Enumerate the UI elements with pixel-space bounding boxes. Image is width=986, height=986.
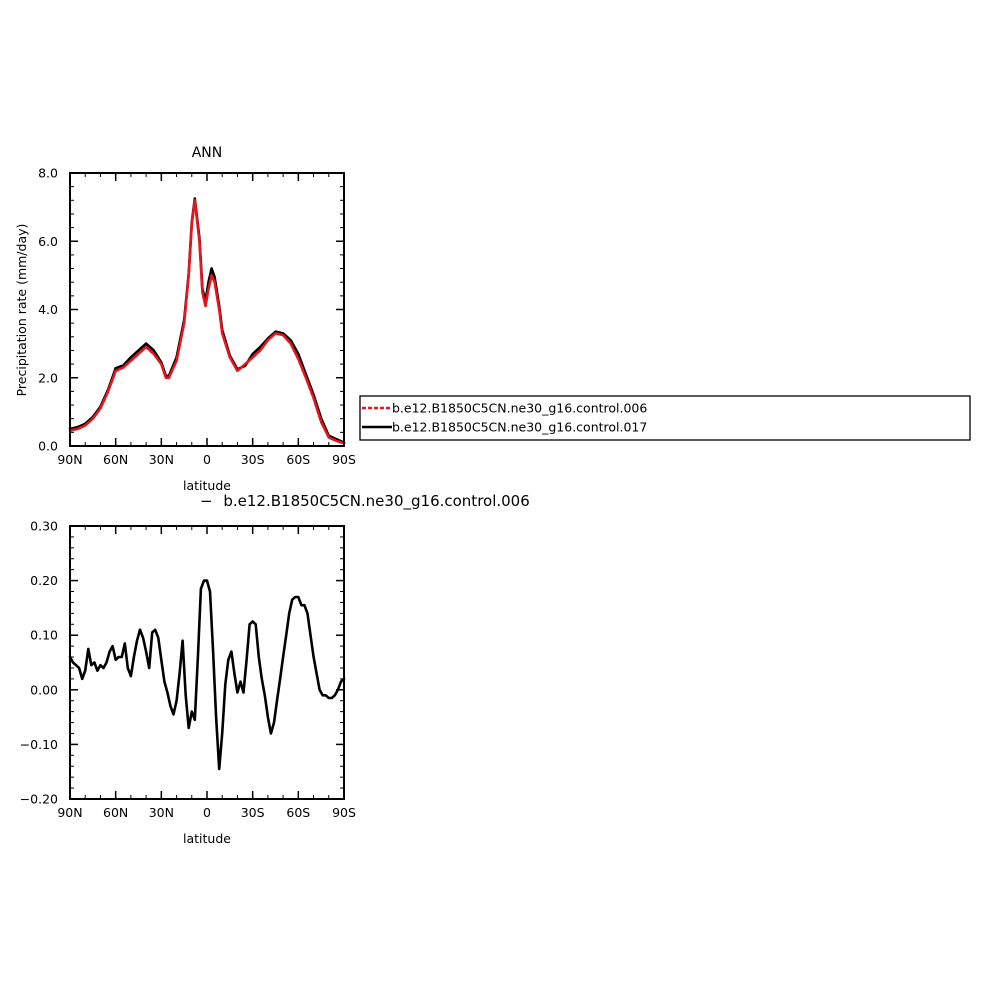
x-tick-label: 60S: [286, 452, 310, 467]
x-tick-label: 90N: [57, 805, 82, 820]
y-tick-label: 0.0: [38, 439, 58, 454]
plot-frame: [69, 172, 345, 447]
y-tick-label: 0.00: [30, 682, 58, 697]
series-line: [68, 197, 346, 444]
x-tick-label: 60S: [286, 805, 310, 820]
y-tick-label: 0.30: [30, 519, 58, 534]
y-axis-label: Precipitation rate (mm/day): [0, 576, 14, 749]
x-tick-label: 0: [203, 805, 211, 820]
precip-panel: ANN 90N 60N 30N 0 30S 60S 90S 0.0 2.0 4.0 6.0 8.0 l…: [14, 145, 356, 493]
x-tick-label: 0: [203, 452, 211, 467]
x-tick-label: 60N: [103, 452, 128, 467]
legend-label-017: b.e12.B1850C5CN.ne30_g16.control.017: [392, 420, 647, 435]
plot-area: 90N 60N 30N 0 30S 60S 90S 0.0 2.0 4.0 6.0 8.0: [38, 166, 356, 468]
y-tick-label: −0.20: [20, 792, 58, 807]
x-axis-label: latitude: [183, 831, 231, 846]
legend-box: [359, 395, 971, 441]
difference-panel: − b.e12.B1850C5CN.ne30_g16.control.006 9…: [0, 492, 530, 846]
y-tick-label: 4.0: [38, 302, 58, 317]
series-line: [68, 199, 346, 445]
x-tick-label: 30N: [149, 805, 174, 820]
x-tick-label: 30N: [149, 452, 174, 467]
x-tick-label: 30S: [241, 452, 265, 467]
y-tick-label: 8.0: [38, 166, 58, 181]
x-tick-label: 30S: [241, 805, 265, 820]
diff-title-prefix: −: [200, 492, 213, 510]
plot-frame: [69, 525, 345, 800]
x-tick-label: 60N: [103, 805, 128, 820]
x-tick-label: 90S: [332, 452, 356, 467]
y-tick-label: −0.10: [20, 737, 58, 752]
diff-title-text: b.e12.B1850C5CN.ne30_g16.control.006: [223, 492, 529, 511]
y-axis-label: Precipitation rate (mm/day): [14, 224, 29, 397]
series-line: [68, 579, 346, 771]
y-tick-label: 6.0: [38, 234, 58, 249]
y-tick-label: 0.10: [30, 628, 58, 643]
chart-title: ANN: [192, 145, 223, 161]
y-tick-label: 0.20: [30, 573, 58, 588]
legend-label-006: b.e12.B1850C5CN.ne30_g16.control.006: [392, 401, 647, 416]
x-tick-label: 90S: [332, 805, 356, 820]
legend: b.e12.B1850C5CN.ne30_g16.control.006 b.e…: [359, 395, 971, 441]
y-tick-label: 2.0: [38, 370, 58, 385]
x-tick-label: 90N: [57, 452, 82, 467]
diff-title: − b.e12.B1850C5CN.ne30_g16.control.006: [200, 492, 530, 511]
x-axis-label: latitude: [183, 478, 231, 493]
